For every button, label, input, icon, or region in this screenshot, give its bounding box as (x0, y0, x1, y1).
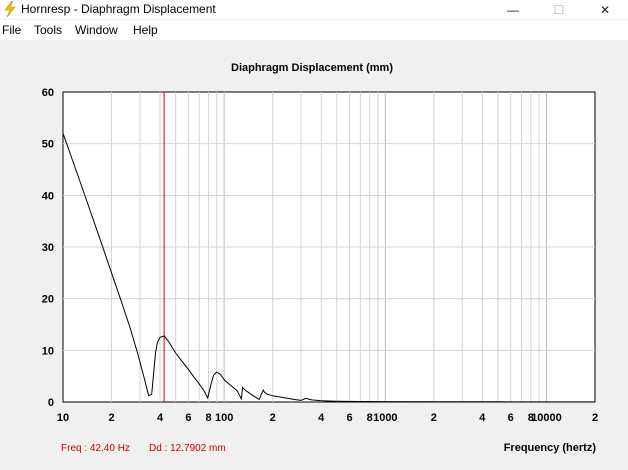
x-tick-label: 8 (205, 412, 211, 424)
title-bar: Hornresp - Diaphragm Displacement — ☐ ✕ (0, 0, 628, 19)
x-tick-label: 2 (108, 412, 114, 424)
x-tick-label: 2 (431, 412, 437, 424)
y-tick-label: 30 (42, 242, 54, 254)
minimize-icon: — (507, 2, 519, 17)
y-tick-label: 0 (48, 397, 54, 409)
plot-panel[interactable]: Diaphragm Displacement (mm) 0 10 20 30 40 50 6… (0, 40, 628, 465)
y-tick-label: 60 (42, 87, 54, 99)
freq-readout: Freq : 42.40 Hz (61, 443, 130, 454)
x-tick-label: 2 (270, 412, 276, 424)
minimize-button[interactable]: — (490, 0, 536, 19)
x-tick-label: 2 (592, 412, 598, 424)
y-tick-label: 50 (42, 139, 54, 151)
menu-bar: File Tools Window Help (0, 20, 628, 40)
x-tick-label: 10 (57, 412, 69, 424)
x-tick-label: 100 (215, 412, 233, 424)
x-axis-label: Frequency (hertz) (504, 442, 597, 454)
menu-file[interactable]: File (2, 23, 22, 37)
chart-title: Diaphragm Displacement (mm) (231, 62, 393, 74)
x-tick-label: 4 (318, 412, 325, 424)
y-tick-label: 20 (42, 294, 54, 306)
lightning-icon (3, 0, 17, 18)
close-icon: ✕ (599, 2, 611, 17)
close-button[interactable]: ✕ (582, 0, 628, 19)
dd-readout: Dd : 12.7902 mm (149, 443, 226, 454)
x-tick-label: 8 (367, 412, 373, 424)
menu-tools[interactable]: Tools (34, 23, 63, 37)
y-axis-ticks: 0 10 20 30 40 50 60 (42, 87, 54, 409)
menu-window[interactable]: Window (75, 23, 118, 37)
x-tick-label: 6 (185, 412, 191, 424)
x-tick-label: 1000 (373, 412, 397, 424)
maximize-button[interactable]: ☐ (536, 0, 582, 19)
grid-lines (63, 92, 595, 402)
displacement-curve (62, 133, 595, 403)
x-tick-label: 6 (508, 412, 514, 424)
y-tick-label: 40 (42, 190, 54, 202)
y-tick-label: 10 (42, 345, 54, 357)
maximize-icon: ☐ (553, 2, 565, 17)
displacement-chart[interactable]: Diaphragm Displacement (mm) 010203040506… (0, 40, 628, 465)
window-title: Hornresp - Diaphragm Displacement (21, 2, 216, 16)
x-tick-label: 8 (528, 412, 534, 424)
x-tick-label: 10000 (531, 412, 562, 424)
menu-help[interactable]: Help (133, 23, 158, 37)
x-tick-label: 6 (347, 412, 353, 424)
x-tick-label: 4 (479, 412, 486, 424)
x-tick-label: 4 (157, 412, 164, 424)
